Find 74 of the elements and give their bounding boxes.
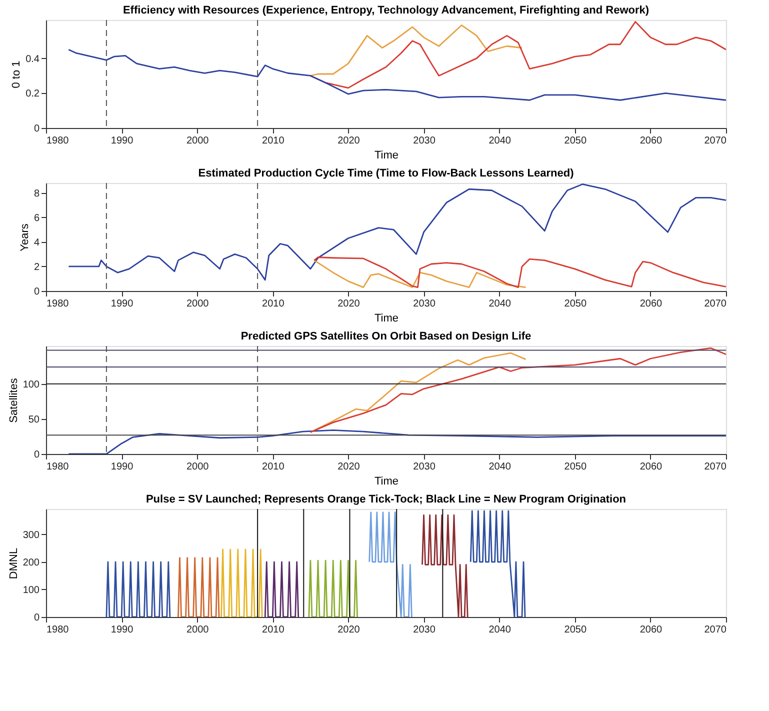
line-series	[310, 24, 523, 76]
y-tick-label: 100	[22, 584, 40, 596]
y-tick-label: 8	[34, 188, 40, 200]
chart-title: Pulse = SV Launched; Represents Orange Tick-Tock; Black Line = New Program Origination	[146, 494, 626, 506]
x-tick-label: 1980	[46, 624, 70, 636]
x-tick-label: 2060	[640, 298, 663, 310]
y-axis-title: 0 to 1	[10, 60, 23, 88]
x-tick-label: 2000	[186, 298, 210, 310]
line-series	[68, 48, 726, 101]
x-tick-label: 2020	[338, 298, 360, 310]
x-tick-label: 2030	[413, 624, 436, 636]
line-series	[368, 512, 412, 617]
x-tick-label: 1980	[46, 298, 70, 310]
x-tick-label: 2070	[704, 298, 727, 310]
y-tick-label: 0.2	[26, 88, 40, 100]
y-axis-title: Satellites	[8, 378, 20, 423]
x-tick-label: 2020	[338, 136, 360, 146]
line-series	[310, 347, 726, 433]
x-tick-label: 1990	[110, 136, 134, 146]
x-tick-label: 2010	[262, 298, 285, 310]
x-tick-label: 2000	[186, 624, 210, 636]
y-tick-label: 4	[34, 237, 40, 248]
x-tick-label: 2050	[564, 136, 587, 146]
x-tick-label: 2060	[640, 624, 663, 636]
x-axis-title: Time	[374, 476, 399, 488]
x-tick-label: 2000	[186, 462, 210, 472]
y-tick-label: 0.4	[26, 54, 40, 65]
x-tick-label: 2040	[488, 462, 512, 472]
y-tick-label: 2	[34, 262, 40, 273]
x-tick-label: 2010	[262, 624, 285, 636]
y-tick-label: 6	[34, 212, 40, 224]
x-tick-label: 2020	[338, 462, 360, 472]
x-tick-label: 2050	[564, 462, 587, 472]
y-tick-label: 100	[22, 379, 40, 390]
chart-title: Efficiency with Resources (Experience, Entropy, Technology Advancement, Firefighting and Rework)	[122, 4, 650, 16]
y-tick-label: 0	[34, 286, 40, 298]
x-tick-label: 1990	[110, 624, 134, 636]
x-tick-label: 2040	[488, 298, 512, 310]
y-tick-label: 50	[28, 414, 40, 426]
y-axis-title: DMNL	[8, 548, 20, 580]
line-series	[68, 429, 726, 454]
x-tick-label: 2020	[338, 624, 360, 636]
x-axis-title: Time	[374, 150, 399, 162]
x-tick-label: 2040	[488, 624, 512, 636]
x-axis-title: Time	[374, 312, 399, 324]
x-tick-label: 1980	[46, 462, 70, 472]
line-series	[314, 256, 726, 288]
y-axis-title: Years	[18, 223, 31, 252]
x-tick-label: 2030	[413, 136, 436, 146]
x-tick-label: 2030	[413, 462, 436, 472]
x-tick-label: 2000	[186, 136, 210, 146]
x-tick-label: 1980	[46, 136, 70, 146]
y-tick-label: 0	[34, 612, 40, 624]
x-tick-label: 2060	[640, 136, 663, 146]
y-tick-label: 0	[34, 450, 40, 460]
x-tick-label: 2040	[488, 136, 512, 146]
y-tick-label: 300	[22, 530, 40, 541]
x-tick-label: 2050	[564, 624, 587, 636]
chart-title: Estimated Production Cycle Time (Time to Flow-Back Lessons Learned)	[198, 168, 574, 180]
x-tick-label: 2030	[413, 298, 436, 310]
x-tick-label: 2050	[564, 298, 587, 310]
line-series	[314, 260, 526, 288]
x-tick-label: 2070	[704, 136, 727, 146]
x-tick-label: 2060	[640, 462, 663, 472]
x-tick-label: 2070	[704, 462, 727, 472]
x-tick-label: 1990	[110, 462, 134, 472]
y-tick-label: 200	[22, 557, 40, 568]
x-tick-label: 2010	[262, 136, 285, 146]
x-tick-label: 1990	[110, 298, 134, 310]
line-series	[68, 184, 726, 281]
x-tick-label: 2010	[262, 462, 285, 472]
x-tick-label: 2070	[704, 624, 727, 636]
y-tick-label: 0	[34, 124, 40, 134]
chart-title: Predicted GPS Satellites On Orbit Based on Design Life	[240, 330, 532, 342]
